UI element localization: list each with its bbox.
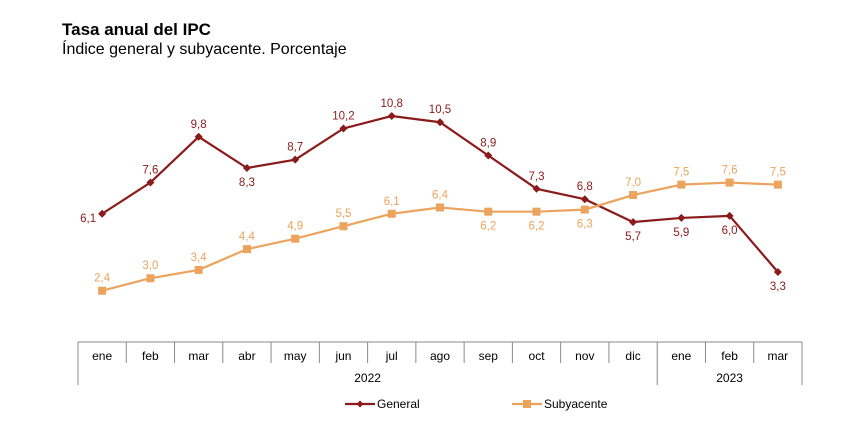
data-label: 6,1 (384, 196, 400, 208)
x-tick-label-feb: feb (721, 349, 738, 363)
data-point (339, 222, 348, 231)
data-label: 2,4 (94, 273, 111, 285)
data-point (532, 207, 541, 216)
x-tick-label-ene: ene (671, 349, 691, 363)
data-label: 10,5 (429, 104, 451, 116)
data-label: 10,2 (332, 110, 354, 122)
data-label: 6,3 (577, 219, 593, 231)
data-point (773, 180, 782, 189)
data-point (725, 178, 734, 187)
data-label: 6,2 (480, 221, 496, 233)
data-point (629, 218, 638, 227)
data-label: 7,3 (529, 171, 545, 183)
chart-title: Tasa anual del IPC (62, 20, 211, 39)
data-label: 4,9 (287, 221, 303, 233)
data-point (146, 274, 155, 283)
x-tick-label-ene: ene (92, 349, 112, 363)
data-label: 8,3 (239, 177, 255, 189)
data-point (339, 124, 348, 133)
legend-marker (523, 400, 531, 408)
chart-subtitle: Índice general y subyacente. Porcentaje (62, 41, 347, 58)
data-label: 8,9 (480, 138, 496, 150)
data-point (725, 211, 734, 220)
x-tick-label-dic: dic (625, 349, 640, 363)
x-tick-label-jun: jun (334, 349, 351, 363)
data-point (484, 151, 493, 160)
data-point (436, 118, 444, 127)
data-label: 7,0 (625, 177, 641, 189)
data-point (387, 112, 396, 120)
data-point (291, 155, 300, 164)
data-label: 5,7 (625, 231, 641, 243)
data-label: 6,4 (432, 190, 449, 202)
data-label: 7,5 (770, 167, 786, 179)
data-point (194, 265, 203, 274)
data-label: 5,9 (673, 227, 689, 239)
legend-marker (356, 400, 364, 408)
x-tick-label-sep: sep (479, 349, 499, 363)
x-tick-label-oct: oct (529, 349, 546, 363)
data-label: 6,1 (80, 213, 96, 225)
data-label: 7,6 (722, 165, 738, 177)
data-label: 9,8 (191, 119, 207, 131)
x-tick-label-abr: abr (238, 349, 255, 363)
data-label: 3,0 (142, 260, 158, 272)
data-label: 3,4 (191, 252, 208, 264)
data-label: 3,3 (770, 281, 786, 293)
year-label-2022: 2022 (354, 371, 381, 385)
data-point (98, 286, 107, 295)
data-point (532, 184, 541, 193)
data-point (580, 195, 589, 204)
data-point (146, 178, 155, 187)
data-label: 6,0 (722, 225, 738, 237)
data-label: 7,6 (142, 165, 158, 177)
x-tick-label-nov: nov (575, 349, 594, 363)
data-label: 4,4 (239, 231, 256, 243)
data-label: 8,7 (287, 142, 303, 154)
data-point (98, 209, 107, 218)
data-point (629, 191, 638, 200)
data-point (436, 203, 444, 212)
data-label: 10,8 (381, 98, 403, 110)
x-tick-label-may: may (284, 349, 307, 363)
data-point (291, 234, 300, 243)
x-tick-label-mar: mar (768, 349, 789, 363)
data-point (484, 207, 493, 216)
data-label: 6,2 (529, 221, 545, 233)
data-point (580, 205, 589, 214)
year-label-2023: 2023 (716, 371, 743, 385)
data-label: 6,8 (577, 181, 593, 193)
data-label: 7,5 (673, 167, 689, 179)
data-point (677, 180, 686, 189)
legend-label-subyacente: Subyacente (544, 397, 608, 411)
data-point (242, 164, 251, 172)
legend-label-general: General (377, 397, 420, 411)
data-point (677, 213, 686, 222)
data-point (194, 132, 203, 141)
x-tick-label-jul: jul (385, 349, 398, 363)
x-tick-label-ago: ago (430, 349, 450, 363)
x-tick-label-mar: mar (188, 349, 209, 363)
data-point (242, 245, 251, 254)
data-point (773, 268, 782, 276)
x-tick-label-feb: feb (142, 349, 159, 363)
data-point (387, 209, 396, 218)
data-label: 5,5 (335, 208, 351, 220)
